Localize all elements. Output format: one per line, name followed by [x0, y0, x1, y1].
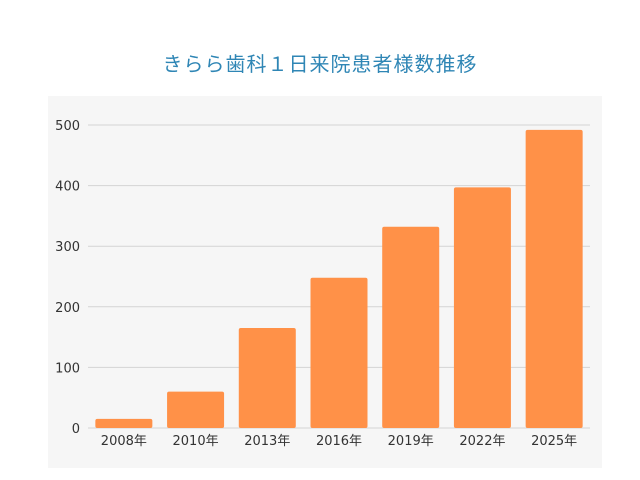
bar-2022年 [453, 187, 511, 428]
bar-2010年 [167, 391, 225, 428]
x-tick-label: 2008年 [101, 434, 147, 449]
y-tick-label: 200 [55, 301, 80, 316]
y-tick-label: 300 [55, 240, 80, 255]
bar-2013年 [238, 328, 296, 428]
bar-2016年 [310, 277, 368, 428]
x-tick-label: 2022年 [459, 434, 505, 449]
x-tick-label: 2013年 [244, 434, 290, 449]
y-tick-label: 400 [55, 180, 80, 195]
bar-2019年 [382, 226, 440, 428]
x-tick-label: 2019年 [388, 434, 434, 449]
y-tick-label: 0 [72, 422, 80, 437]
bar-2008年 [95, 418, 153, 428]
y-tick-label: 500 [55, 119, 80, 134]
chart-title: きらら歯科１日来院患者様数推移 [162, 52, 478, 76]
bar-2025年 [525, 129, 583, 428]
y-tick-label: 100 [55, 361, 80, 376]
x-tick-label: 2010年 [173, 434, 219, 449]
x-tick-label: 2016年 [316, 434, 362, 449]
x-tick-label: 2025年 [531, 434, 577, 449]
